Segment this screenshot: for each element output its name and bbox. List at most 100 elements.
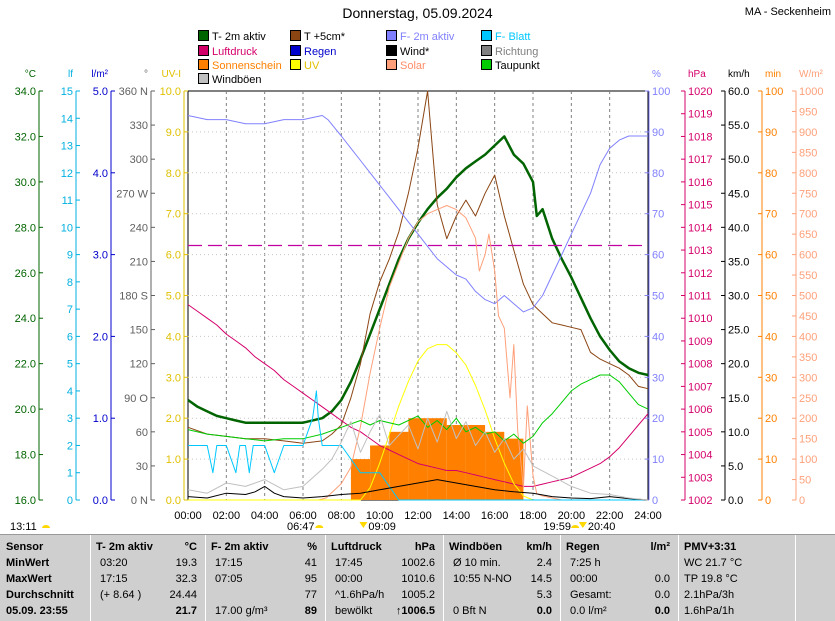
axis-tick-label: 50.0	[728, 154, 749, 166]
table-cell: 0 Bft N	[453, 605, 487, 617]
table-cell: 17.00 g/m³	[215, 605, 268, 617]
axis-tick-label: 1.0	[93, 413, 108, 425]
axis-tick-label: 20	[652, 413, 664, 425]
axis-tick-label: 1009	[688, 336, 712, 348]
axis-unit-humidity: %	[652, 69, 661, 80]
table-cell: 1005.2	[401, 589, 435, 601]
table-cell: bewölkt	[335, 605, 373, 617]
axis-tick-label: 0.0	[166, 495, 181, 507]
x-tick-label: 24:00	[634, 510, 662, 522]
sunshine-bar	[427, 418, 447, 500]
legend-item: T +5cm*	[290, 30, 345, 43]
sunset-icon	[571, 525, 580, 528]
legend-item: Taupunkt	[481, 59, 540, 72]
table-cell: 2.4	[536, 557, 552, 569]
table-column: PMV+3:31 WC 21.7 °C TP 19.8 °C 2.1hPa/3h 1.6…	[678, 535, 796, 621]
legend-swatch	[481, 45, 492, 56]
table-cell: 1.6hPa/1h	[684, 605, 735, 617]
axis-tick-label: 80	[765, 168, 777, 180]
axis-tick-label: 1004	[688, 450, 712, 462]
axis-tick-label: 20	[765, 413, 777, 425]
legend-item: Windböen	[198, 73, 262, 86]
series-line	[187, 115, 648, 313]
axis-tick-label: 60	[652, 250, 664, 262]
legend-swatch	[198, 73, 209, 84]
table-cell: Durchschnitt	[6, 589, 74, 601]
axis-tick-label: 10	[765, 454, 777, 466]
axis-tick-label: 180 S	[119, 291, 148, 303]
table-cell: 32.3	[175, 573, 197, 585]
table-cell: 07:05	[215, 573, 243, 585]
axis-tick-label: 2.0	[166, 413, 181, 425]
axis-tick-label: 90 O	[124, 393, 148, 405]
axis-tick-label: 2	[67, 440, 73, 452]
station-name: MA - Seckenheim	[744, 6, 831, 18]
table-column: Regen l/m² 7:25 h 00:00 0.0 Gesamt: 0.0 0.0 l/m…	[560, 535, 679, 621]
table-cell: 0.0	[654, 589, 670, 601]
series-line	[188, 344, 648, 501]
weather-chart: °C34.032.030.028.026.024.022.020.018.016…	[10, 69, 824, 533]
axis-tick-label: 1008	[688, 359, 712, 371]
x-tick-label: 06:00	[289, 510, 317, 522]
axis-tick-label: 34.0	[15, 86, 36, 98]
table-cell: 03:20	[100, 557, 128, 569]
legend-swatch	[481, 59, 492, 70]
table-cell: 14.5	[530, 573, 552, 585]
axis-tick-label: 10.0	[728, 427, 749, 439]
axis-unit-direction: °	[144, 69, 148, 80]
table-cell: l/m²	[650, 541, 670, 553]
axis-tick-label: 26.0	[15, 268, 36, 280]
axis-tick-label: 100	[799, 454, 817, 466]
axis-tick-label: 30.0	[15, 177, 36, 189]
axis-tick-label: 1010	[688, 313, 712, 325]
axis-tick-label: 10	[652, 454, 664, 466]
axis-tick-label: 950	[799, 106, 817, 118]
axis-unit-temperature: °C	[25, 69, 36, 80]
table-cell: 17:45	[335, 557, 363, 569]
axis-tick-label: 1	[67, 468, 73, 480]
axis-tick-label: 60	[765, 250, 777, 262]
x-tick-label: 02:00	[213, 510, 241, 522]
legend-label: Wind*	[400, 46, 430, 58]
axis-unit-rain: l/m²	[91, 69, 108, 80]
axis-tick-label: 45.0	[728, 188, 749, 200]
axis-unit-leaf_wetness: lf	[68, 69, 73, 80]
axis-tick-label: 3	[67, 413, 73, 425]
legend-item: Sonnenschein	[198, 59, 282, 72]
axis-tick-label: 200	[799, 413, 817, 425]
axis-tick-label: 210	[130, 256, 148, 268]
table-column: Windböen km/h Ø 10 min. 2.4 10:55 N-NO 14.5 5.…	[443, 535, 561, 621]
table-cell: F- 2m aktiv	[211, 541, 269, 553]
axis-tick-label: 30	[136, 461, 148, 473]
axis-tick-label: 100	[765, 86, 783, 98]
axis-tick-label: 100	[652, 86, 670, 98]
axis-tick-label: 350	[799, 352, 817, 364]
axis-tick-label: 55.0	[728, 120, 749, 132]
x-tick-label: 22:00	[596, 510, 624, 522]
table-cell: 2.1hPa/3h	[684, 589, 735, 601]
table-cell: hPa	[414, 541, 435, 553]
axis-tick-label: 8.0	[166, 168, 181, 180]
sunshine-bar	[485, 431, 505, 500]
table-cell: WC 21.7 °C	[684, 557, 743, 569]
table-cell: 41	[304, 557, 317, 569]
series-line	[187, 135, 649, 424]
table-cell: 1010.6	[401, 573, 435, 585]
axis-tick-label: 1007	[688, 381, 712, 393]
axis-tick-label: 850	[799, 147, 817, 159]
sunshine-bar	[408, 418, 428, 500]
axis-tick-label: 5.0	[166, 291, 181, 303]
table-cell: 24.44	[169, 589, 197, 601]
legend-item: T- 2m aktiv	[198, 30, 266, 43]
axis-tick-label: 24.0	[15, 313, 36, 325]
series-line	[187, 374, 649, 444]
moon-icon	[578, 522, 587, 528]
axis-tick-label: 1000	[799, 86, 823, 98]
sunshine-bar	[350, 459, 371, 500]
axis-tick-label: 30	[652, 372, 664, 384]
legend-swatch	[481, 30, 492, 41]
axis-tick-label: 20.0	[15, 404, 36, 416]
table-cell: 10:55 N-NO	[453, 573, 512, 585]
table-cell: MaxWert	[6, 573, 52, 585]
sunrise-marker: 06:47	[287, 521, 315, 533]
